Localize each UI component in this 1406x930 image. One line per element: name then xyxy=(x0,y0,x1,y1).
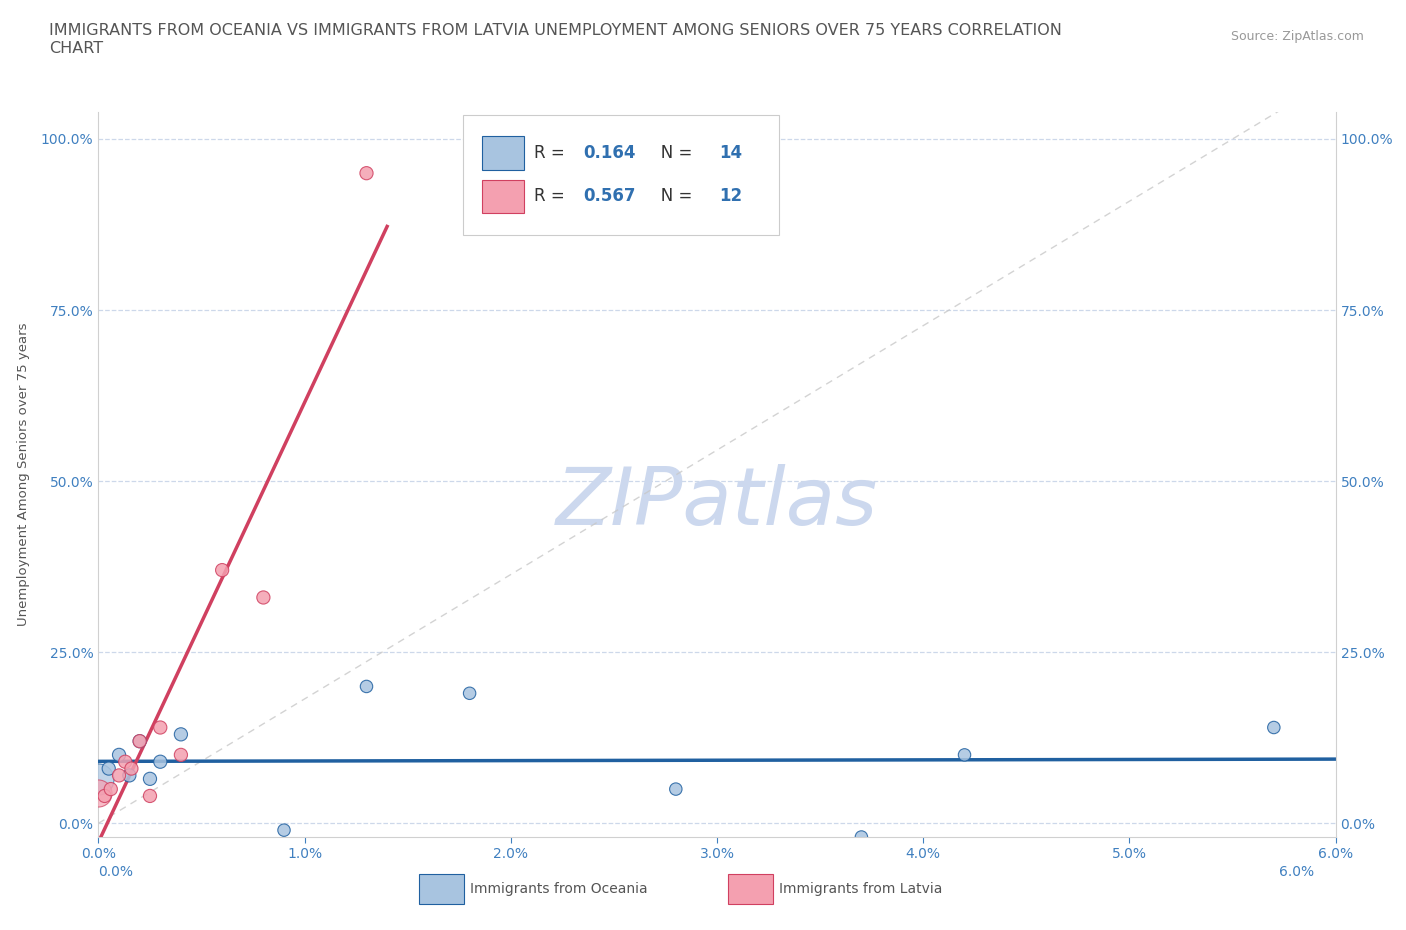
FancyBboxPatch shape xyxy=(464,115,779,235)
Point xyxy=(128,734,150,749)
Point xyxy=(114,754,136,769)
Point xyxy=(356,679,378,694)
Point xyxy=(97,761,120,776)
Point xyxy=(665,781,688,796)
Text: 0.0%: 0.0% xyxy=(98,865,134,880)
Point xyxy=(149,720,172,735)
Text: R =: R = xyxy=(534,144,569,162)
Point xyxy=(120,761,142,776)
Text: N =: N = xyxy=(645,144,697,162)
Text: R =: R = xyxy=(534,188,569,206)
FancyBboxPatch shape xyxy=(482,137,524,169)
Text: 0.164: 0.164 xyxy=(583,144,636,162)
Text: IMMIGRANTS FROM OCEANIA VS IMMIGRANTS FROM LATVIA UNEMPLOYMENT AMONG SENIORS OVE: IMMIGRANTS FROM OCEANIA VS IMMIGRANTS FR… xyxy=(49,23,1062,38)
Point xyxy=(100,781,122,796)
Text: ZIPatlas: ZIPatlas xyxy=(555,464,879,542)
Text: 0.567: 0.567 xyxy=(583,188,636,206)
Point xyxy=(139,771,162,786)
Point xyxy=(170,727,193,742)
Point xyxy=(170,748,193,763)
Point xyxy=(87,785,110,800)
Point xyxy=(953,748,976,763)
Point xyxy=(356,166,378,180)
Point xyxy=(1263,720,1285,735)
Point xyxy=(93,789,115,804)
Text: 12: 12 xyxy=(720,188,742,206)
Point xyxy=(87,771,110,786)
Text: 14: 14 xyxy=(720,144,742,162)
Point xyxy=(458,685,481,700)
Point xyxy=(139,789,162,804)
Text: 6.0%: 6.0% xyxy=(1279,865,1315,880)
Text: Immigrants from Oceania: Immigrants from Oceania xyxy=(470,882,647,897)
Point xyxy=(128,734,150,749)
Y-axis label: Unemployment Among Seniors over 75 years: Unemployment Among Seniors over 75 years xyxy=(17,323,30,626)
Point xyxy=(118,768,141,783)
Text: CHART: CHART xyxy=(49,41,103,56)
Point xyxy=(211,563,233,578)
Text: Immigrants from Latvia: Immigrants from Latvia xyxy=(779,882,942,897)
Point xyxy=(252,590,274,604)
Point xyxy=(149,754,172,769)
FancyBboxPatch shape xyxy=(482,179,524,213)
Text: Source: ZipAtlas.com: Source: ZipAtlas.com xyxy=(1230,30,1364,43)
Text: N =: N = xyxy=(645,188,697,206)
Point xyxy=(851,830,873,844)
Point xyxy=(108,768,131,783)
Point xyxy=(273,823,295,838)
Point xyxy=(108,748,131,763)
